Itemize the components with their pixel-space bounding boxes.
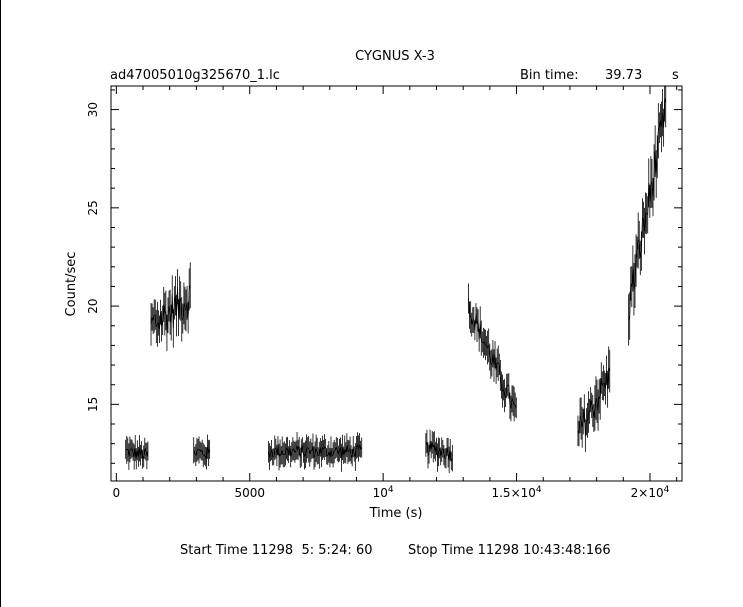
y-tick-label: 20 xyxy=(86,298,100,313)
x-axis-label: Time (s) xyxy=(369,506,423,521)
bin-time-label: Bin time: xyxy=(520,68,579,83)
light-curve-line xyxy=(425,440,453,462)
y-tick-label: 30 xyxy=(86,102,100,117)
data-segment xyxy=(193,434,211,470)
light-curve-line xyxy=(125,448,149,460)
axis-ticks: 0 5000 104 1.5×104 2×104 15 20 25 30 xyxy=(86,86,682,500)
x-tick-label: 2×104 xyxy=(631,485,670,500)
data-segment xyxy=(150,262,191,352)
light-curve-line xyxy=(468,298,517,409)
bin-time-unit: s xyxy=(672,68,679,83)
light-curve-line xyxy=(268,443,363,459)
data-segment xyxy=(577,346,611,453)
y-tick-label: 25 xyxy=(86,200,100,215)
y-tick-label: 15 xyxy=(86,397,100,412)
light-curve-line xyxy=(150,285,191,333)
x-tick-label: 0 xyxy=(113,486,121,500)
data-segment xyxy=(268,431,363,472)
bin-time-value: 39.73 xyxy=(605,68,642,83)
file-label: ad47005010g325670_1.lc xyxy=(110,68,280,83)
plot-frame xyxy=(110,85,683,482)
x-tick-label: 5000 xyxy=(234,486,265,500)
data-series xyxy=(125,86,667,474)
start-time-label: Start Time 11298 5: 5:24: 60 xyxy=(180,543,373,558)
light-curve-line xyxy=(628,98,667,321)
light-curve-line xyxy=(193,446,210,460)
data-segment xyxy=(125,434,149,470)
x-tick-label: 1.5×104 xyxy=(491,485,541,500)
x-tick-label: 104 xyxy=(373,485,394,500)
y-axis-label: Count/sec xyxy=(64,252,79,317)
light-curve-line xyxy=(577,367,611,436)
stop-time-label: Stop Time 11298 10:43:48:166 xyxy=(408,543,611,558)
data-segment xyxy=(425,429,453,474)
data-segment xyxy=(468,283,517,422)
window-left-edge xyxy=(0,0,1,607)
data-segment xyxy=(628,86,667,346)
chart-title: CYGNUS X-3 xyxy=(355,49,435,64)
